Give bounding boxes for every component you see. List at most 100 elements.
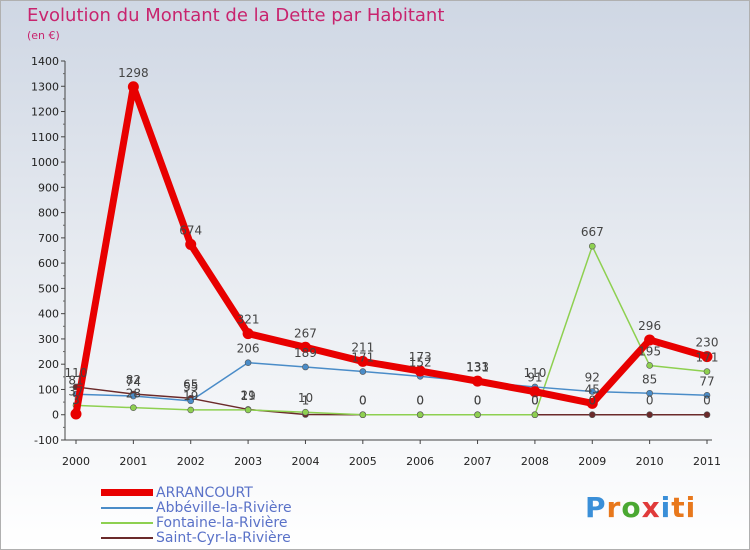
y-tick-label: 700 (38, 232, 59, 245)
data-point-saint-cyr-la-riviere (703, 411, 711, 419)
data-point-fontaine-la-riviere (130, 404, 137, 411)
y-tick-label: 1100 (31, 131, 59, 144)
legend-item-fontaine: Fontaine-la-Rivière (101, 514, 292, 531)
series-line-fontaine-la-riviere (75, 245, 708, 416)
data-label-saint-cyr-la-riviere: 0 (474, 394, 482, 408)
data-point-arrancourt (185, 238, 197, 250)
data-point-abbeville-la-riviere (187, 397, 195, 405)
data-point-fontaine-la-riviere (531, 411, 539, 419)
x-tick-label: 2005 (349, 455, 377, 468)
data-label-arrancourt: 133 (466, 360, 489, 374)
data-label-arrancourt: 173 (409, 350, 432, 364)
data-label-saint-cyr-la-riviere: 21 (240, 388, 255, 402)
logo-letter: r (606, 491, 622, 524)
logo-letter: i (685, 491, 697, 524)
data-point-arrancourt (472, 375, 484, 387)
data-label-fontaine-la-riviere: 28 (126, 387, 141, 401)
legend-item-saint-cyr: Saint-Cyr-la-Rivière (101, 529, 292, 546)
x-tick-label: 2001 (119, 455, 147, 468)
data-point-fontaine-la-riviere (359, 411, 367, 419)
data-point-arrancourt (357, 355, 369, 367)
data-point-arrancourt (644, 334, 656, 346)
legend-item-arrancourt: ARRANCOURT (101, 484, 292, 501)
legend-label-saint-cyr: Saint-Cyr-la-Rivière (156, 529, 291, 546)
data-point-arrancourt (586, 397, 598, 409)
data-label-arrancourt: 3 (72, 393, 80, 407)
proxiti-logo: Proxiti (585, 491, 696, 524)
legend-item-abbeville: Abbéville-la-Rivière (101, 499, 292, 516)
data-point-arrancourt (70, 408, 82, 420)
data-point-arrancourt (701, 351, 713, 363)
data-label-saint-cyr-la-riviere: 65 (183, 377, 198, 391)
data-label-abbeville-la-riviere: 206 (237, 342, 260, 356)
data-label-fontaine-la-riviere: 0 (416, 394, 424, 408)
data-point-abbeville-la-riviere (244, 359, 252, 366)
data-label-saint-cyr-la-riviere: 0 (646, 394, 654, 408)
x-tick-label: 2004 (291, 455, 319, 468)
y-tick-label: 600 (38, 257, 59, 270)
x-tick-label: 2010 (636, 455, 664, 468)
data-label-saint-cyr-la-riviere: 82 (126, 373, 141, 387)
data-point-fontaine-la-riviere (244, 406, 252, 414)
y-tick-label: 400 (38, 308, 59, 321)
y-tick-label: 0 (52, 409, 59, 422)
legend-label-fontaine: Fontaine-la-Rivière (156, 514, 288, 531)
data-point-abbeville-la-riviere (130, 392, 137, 400)
data-label-abbeville-la-riviere: 189 (294, 346, 317, 360)
y-tick-label: 900 (38, 181, 59, 194)
data-point-fontaine-la-riviere (703, 368, 711, 375)
logo-letter: t (671, 491, 686, 524)
logo-letter: x (641, 491, 661, 524)
data-point-fontaine-la-riviere (416, 411, 424, 419)
data-point-abbeville-la-riviere (588, 388, 596, 395)
data-label-fontaine-la-riviere: 195 (638, 344, 661, 358)
data-label-arrancourt: 1298 (118, 66, 149, 80)
logo-letter: P (585, 491, 607, 524)
data-point-arrancourt (242, 328, 254, 340)
data-label-arrancourt: 45 (585, 382, 600, 396)
x-tick-label: 2009 (578, 455, 606, 468)
y-tick-label: 1200 (31, 106, 59, 119)
series-line-saint-cyr-la-riviere (75, 386, 707, 416)
data-label-saint-cyr-la-riviere: 0 (359, 394, 367, 408)
data-label-abbeville-la-riviere: 81 (68, 373, 83, 387)
legend-swatch-fontaine (101, 521, 153, 524)
y-tick-label: 800 (38, 207, 59, 220)
data-label-abbeville-la-riviere: 74 (126, 375, 141, 389)
y-tick-label: 500 (38, 282, 59, 295)
data-point-fontaine-la-riviere (588, 242, 596, 250)
data-label-fontaine-la-riviere: 0 (359, 394, 367, 408)
data-label-abbeville-la-riviere: 92 (585, 370, 600, 384)
data-label-fontaine-la-riviere: 19 (183, 389, 198, 403)
data-label-arrancourt: 91 (527, 371, 542, 385)
data-point-abbeville-la-riviere (302, 363, 309, 371)
data-label-fontaine-la-riviere: 37 (68, 384, 83, 398)
x-tick-label: 2008 (521, 455, 549, 468)
legend-swatch-arrancourt (101, 489, 153, 496)
x-tick-label: 2003 (234, 455, 262, 468)
x-tick-label: 2006 (406, 455, 434, 468)
data-point-abbeville-la-riviere (703, 391, 711, 399)
data-label-arrancourt: 267 (294, 326, 317, 340)
data-label-fontaine-la-riviere: 19 (240, 389, 255, 403)
data-label-arrancourt: 230 (696, 336, 719, 350)
legend-label-abbeville: Abbéville-la-Rivière (156, 499, 292, 516)
data-label-arrancourt: 296 (638, 319, 661, 333)
data-label-fontaine-la-riviere: 667 (581, 225, 604, 239)
legend-swatch-abbeville (101, 506, 153, 509)
data-label-fontaine-la-riviere: 171 (696, 351, 719, 365)
legend-label-arrancourt: ARRANCOURT (156, 484, 253, 501)
x-tick-label: 2002 (177, 455, 205, 468)
logo-letter: i (660, 491, 672, 524)
data-label-fontaine-la-riviere: 10 (298, 391, 313, 405)
data-point-saint-cyr-la-riviere (646, 411, 653, 419)
data-label-abbeville-la-riviere: 131 (466, 361, 489, 375)
legend-swatch-saint-cyr (101, 536, 153, 539)
data-point-arrancourt (127, 81, 139, 93)
data-label-abbeville-la-riviere: 152 (409, 355, 432, 369)
data-label-fontaine-la-riviere: 0 (474, 394, 482, 408)
data-label-saint-cyr-la-riviere: 110 (65, 366, 88, 380)
data-point-fontaine-la-riviere (302, 408, 309, 416)
series-line-arrancourt (72, 83, 708, 415)
